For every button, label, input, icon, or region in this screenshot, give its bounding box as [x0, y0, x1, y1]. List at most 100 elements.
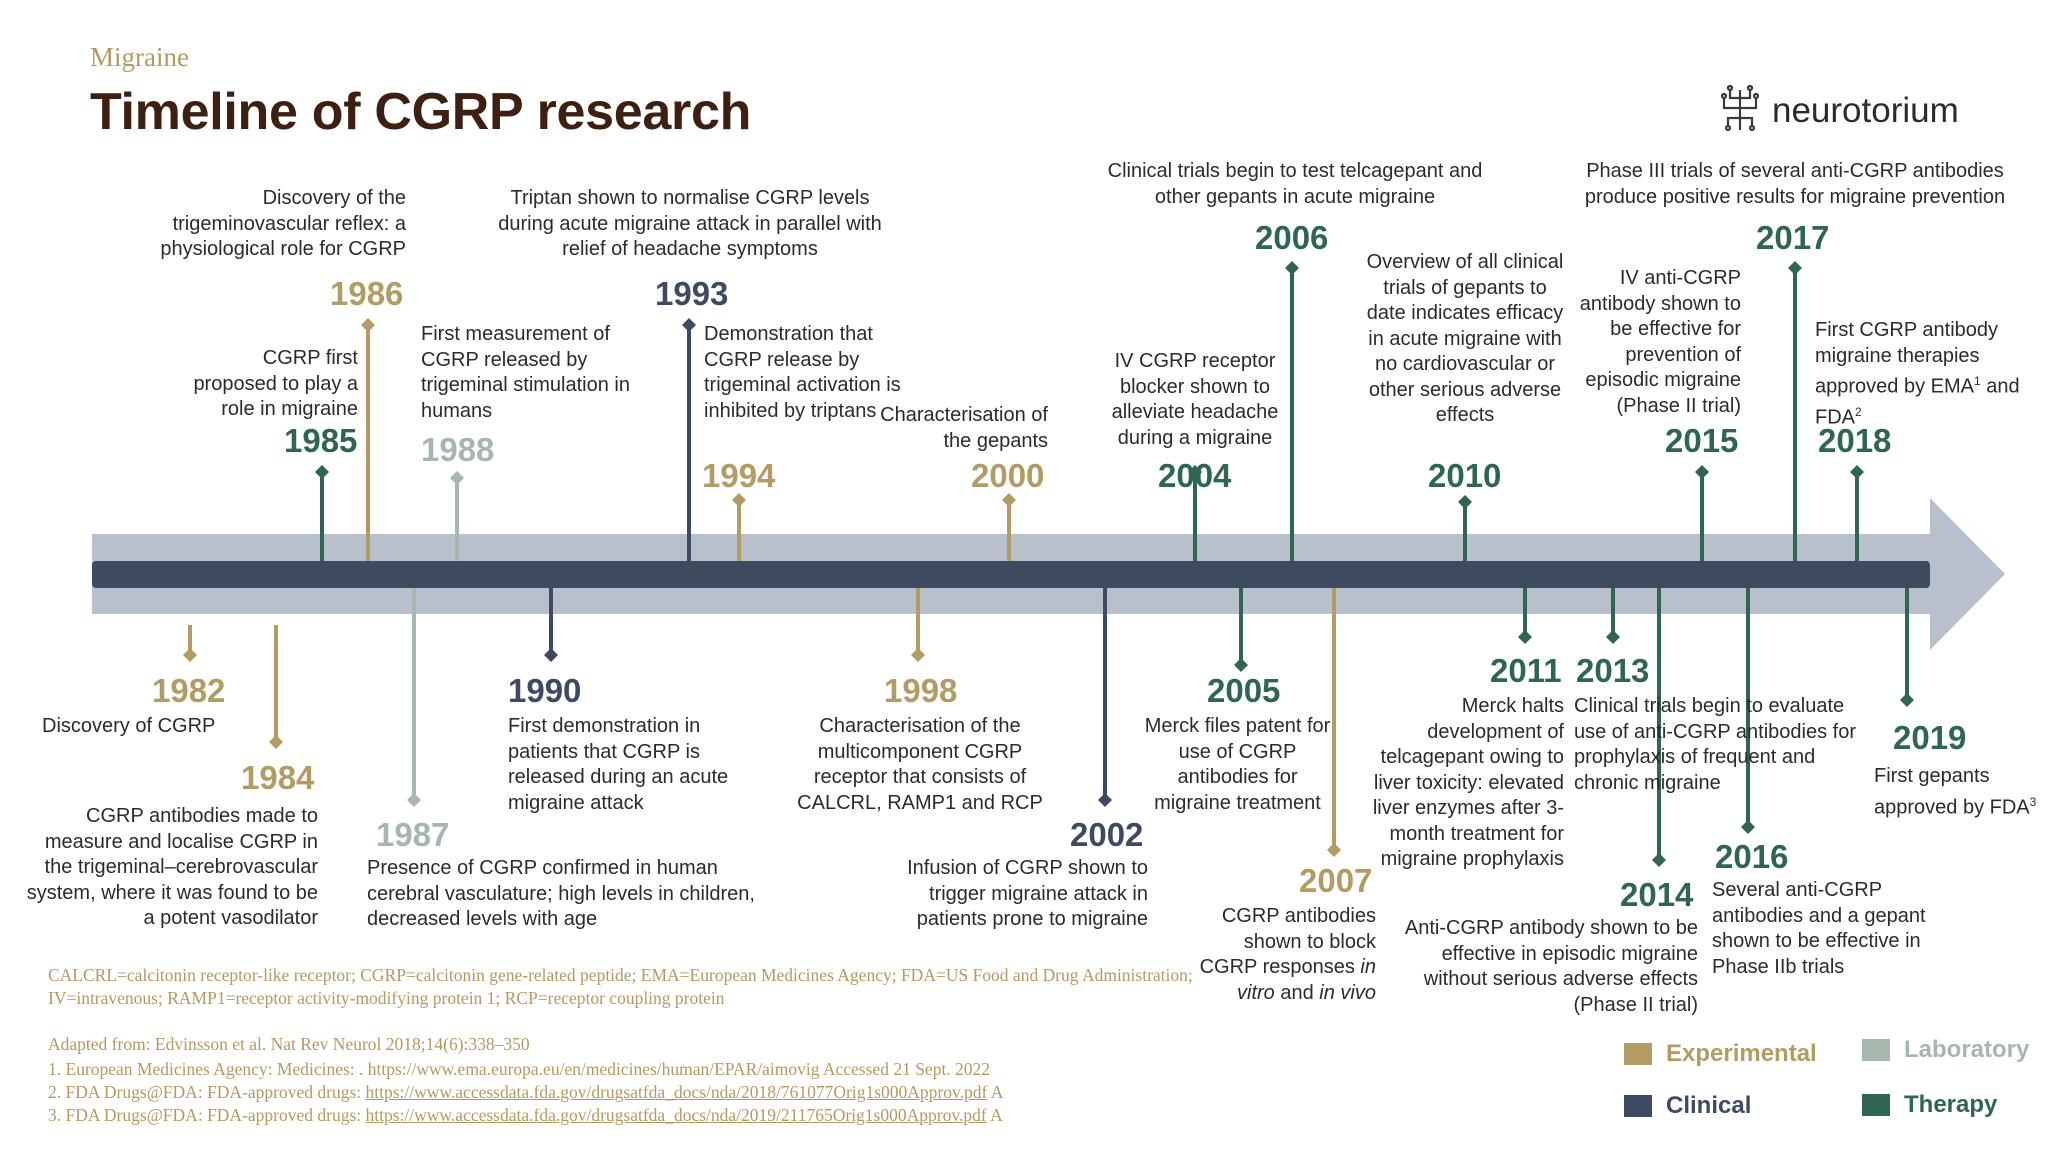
event-1987-year: 1987 [376, 816, 450, 853]
neurotorium-logo[interactable]: neurotorium [1718, 84, 1959, 137]
event-2018-year: 2018 [1818, 422, 1892, 459]
event-2018-text-b: and FDA [1815, 375, 2020, 429]
event-1982-text: Discovery of CGRP [42, 715, 216, 737]
stem-marker-2004 [1188, 465, 1202, 479]
references: Adapted from: Edvinsson et al. Nat Rev N… [48, 1033, 1003, 1127]
event-2006-year: 2006 [1255, 219, 1329, 256]
stem-marker-2011 [1518, 630, 1532, 644]
event-1993-text: Triptan shown to normalise CGRP levels d… [498, 187, 882, 260]
stem-marker-1985 [315, 465, 329, 479]
legend-swatch-laboratory [1862, 1039, 1890, 1061]
event-1985-text: CGRP first proposed to play a role in mi… [193, 347, 358, 420]
event-2016-year: 2016 [1715, 838, 1789, 875]
logo-wordmark: neurotorium [1772, 90, 1959, 130]
reference-2-prefix: 2. FDA Drugs@FDA: FDA-approved drugs: [48, 1082, 366, 1102]
event-2007-text-b: in vitro [1237, 956, 1376, 1004]
legend-label-clinical: Clinical [1666, 1092, 1752, 1119]
stem-marker-2005 [1234, 658, 1248, 672]
event-1993-year: 1993 [655, 275, 729, 312]
stem-marker-1987 [407, 793, 421, 807]
event-1986-text: Discovery of the trigeminovascular refle… [160, 187, 406, 260]
event-1990-year: 1990 [508, 672, 582, 709]
event-2019-ref: 3 [2029, 794, 2037, 809]
event-2011-text: Merck halts development of telcagepant o… [1372, 695, 1564, 870]
event-1986-year: 1986 [330, 275, 404, 312]
stem-marker-2014 [1652, 853, 1666, 867]
event-2004-year: 2004 [1158, 457, 1232, 494]
event-1984-text: CGRP antibodies made to measure and loca… [26, 805, 318, 929]
event-2013-text: Clinical trials begin to evaluate use of… [1574, 695, 1857, 794]
event-2007-text-d: in vivo [1319, 981, 1376, 1004]
stem-marker-2013 [1606, 630, 1620, 644]
section-kicker: Migraine [90, 42, 189, 72]
legend-label-laboratory: Laboratory [1904, 1036, 2030, 1063]
stem-marker-2017 [1788, 261, 1802, 275]
event-2018-text: First CGRP antibody migraine therapies a… [1815, 318, 2030, 431]
legend-laboratory: Laboratory [1862, 1036, 2029, 1064]
stem-marker-1986 [361, 318, 375, 332]
stem-marker-2018 [1850, 465, 1864, 479]
event-1988-year: 1988 [421, 431, 495, 468]
stem-marker-2002 [1098, 793, 1112, 807]
stem-marker-2010 [1458, 495, 1472, 509]
legend-label-experimental: Experimental [1666, 1040, 1817, 1067]
stem-marker-2006 [1285, 261, 1299, 275]
event-1994-year: 1994 [702, 457, 776, 494]
legend-experimental: Experimental [1624, 1040, 1817, 1068]
stem-marker-1994 [732, 493, 746, 507]
event-2000-text: Characterisation of the gepants [880, 404, 1048, 452]
stem-marker-2000 [1002, 493, 1016, 507]
event-1998-text: Characterisation of the multicomponent C… [797, 715, 1043, 814]
event-1994-text: Demonstration that CGRP release by trige… [704, 323, 901, 422]
event-2010-text: Overview of all clinical trials of gepan… [1366, 251, 1564, 426]
event-2000-year: 2000 [971, 457, 1045, 494]
event-2018-ref-1: 1 [1973, 374, 1981, 388]
event-2019-text-a: First gepants approved by FDA [1874, 765, 2030, 819]
event-2018-ref-2: 2 [1855, 405, 1862, 420]
event-2002-year: 2002 [1070, 816, 1144, 853]
event-2017-text: Phase III trials of several anti-CGRP an… [1584, 160, 2006, 208]
event-2005-text: Merck files patent for use of CGRP antib… [1144, 715, 1331, 814]
event-2018-text-a: First CGRP antibody migraine therapies a… [1815, 319, 1999, 398]
event-2006-text: Clinical trials begin to test telcagepan… [1107, 160, 1483, 208]
stem-marker-1998 [911, 648, 925, 662]
event-2019-year: 2019 [1893, 719, 1967, 756]
reference-2: 2. FDA Drugs@FDA: FDA-approved drugs: ht… [48, 1081, 1003, 1104]
stem-marker-1990 [544, 648, 558, 662]
stem-marker-2007 [1327, 843, 1341, 857]
legend-swatch-experimental [1624, 1043, 1652, 1065]
event-2015-year: 2015 [1665, 422, 1739, 459]
reference-3: 3. FDA Drugs@FDA: FDA-approved drugs: ht… [48, 1104, 1003, 1127]
event-2002-text: Infusion of CGRP shown to trigger migrai… [907, 857, 1148, 930]
event-2007-text: CGRP antibodies shown to block CGRP resp… [1186, 904, 1376, 1006]
brain-tree-icon [1718, 84, 1762, 137]
reference-3-prefix: 3. FDA Drugs@FDA: FDA-approved drugs: [48, 1105, 366, 1125]
reference-2-link[interactable]: https://www.accessdata.fda.gov/drugsatfd… [365, 1082, 988, 1102]
stem-marker-2019 [1900, 693, 1914, 707]
event-2014-year: 2014 [1620, 876, 1694, 913]
event-2010-year: 2010 [1428, 457, 1502, 494]
event-1987-text: Presence of CGRP confirmed in human cere… [367, 857, 755, 930]
legend-swatch-therapy [1862, 1094, 1890, 1116]
reference-adapted: Adapted from: Edvinsson et al. Nat Rev N… [48, 1034, 530, 1054]
reference-3-link[interactable]: https://www.accessdata.fda.gov/drugsatfd… [365, 1105, 987, 1125]
stem-marker-2015 [1695, 465, 1709, 479]
reference-1: 1. European Medicines Agency: Medicines:… [48, 1059, 991, 1079]
timeline-bar [92, 561, 1930, 588]
stem-marker-1984 [269, 735, 283, 749]
event-2004-text: IV CGRP receptor blocker shown to allevi… [1111, 350, 1279, 449]
event-2007-text-a: CGRP antibodies shown to block CGRP resp… [1199, 905, 1376, 978]
event-2011-year: 2011 [1490, 652, 1562, 689]
event-1985-year: 1985 [284, 422, 358, 459]
legend-therapy: Therapy [1862, 1091, 1997, 1119]
stem-marker-1993 [682, 318, 696, 332]
event-1988-text: First measurement of CGRP released by tr… [421, 323, 630, 422]
event-1998-year: 1998 [884, 672, 958, 709]
event-1984-year: 1984 [241, 759, 315, 796]
event-1982-year: 1982 [152, 672, 226, 709]
abbreviations-footnote: CALCRL=calcitonin receptor-like receptor… [48, 965, 1193, 1008]
legend-swatch-clinical [1624, 1095, 1652, 1117]
reference-2-suffix: A [987, 1082, 1004, 1102]
event-2005-year: 2005 [1207, 672, 1281, 709]
